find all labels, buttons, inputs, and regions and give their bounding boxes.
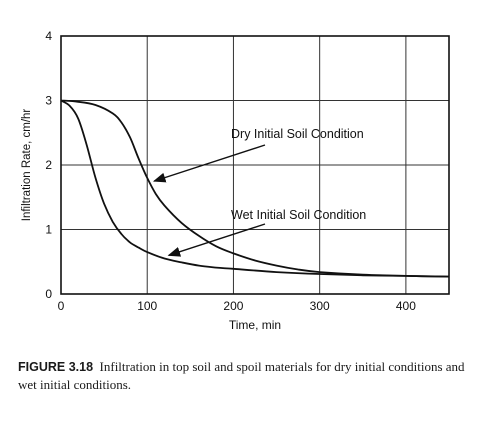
series-line-wet xyxy=(60,99,450,278)
series-line-dry xyxy=(60,99,450,278)
figure-caption: FIGURE 3.18 Infiltration in top soil and… xyxy=(18,358,473,393)
x-tick-label: 200 xyxy=(223,299,243,313)
y-tick-label: 4 xyxy=(45,29,52,43)
x-tick-label: 400 xyxy=(396,299,416,313)
annotation-wet-arrow xyxy=(167,223,266,257)
x-tick-label: 100 xyxy=(137,299,157,313)
y-tick-label: 0 xyxy=(45,287,52,301)
caption-text: Infiltration in top soil and spoil mater… xyxy=(18,359,465,392)
x-tick-label: 0 xyxy=(58,299,65,313)
y-axis-label: Infiltration Rate, cm/hr xyxy=(21,109,33,222)
annotations: Dry Initial Soil Condition Wet Initial So… xyxy=(152,127,366,257)
annotation-wet-label: Wet Initial Soil Condition xyxy=(231,208,366,222)
series-layer xyxy=(60,99,450,278)
grid xyxy=(61,36,449,294)
y-tick-label: 3 xyxy=(45,94,52,108)
annotation-dry-arrow xyxy=(152,144,266,183)
tick-labels: 0 100 200 300 400 0 1 2 3 4 xyxy=(45,29,416,313)
plot-frame xyxy=(60,35,450,295)
y-tick-label: 1 xyxy=(45,223,52,237)
x-axis-label: Time, min xyxy=(229,318,281,332)
annotation-dry-label: Dry Initial Soil Condition xyxy=(231,127,364,141)
y-tick-label: 2 xyxy=(45,158,52,172)
caption-label: FIGURE 3.18 xyxy=(18,360,94,374)
x-tick-label: 300 xyxy=(310,299,330,313)
